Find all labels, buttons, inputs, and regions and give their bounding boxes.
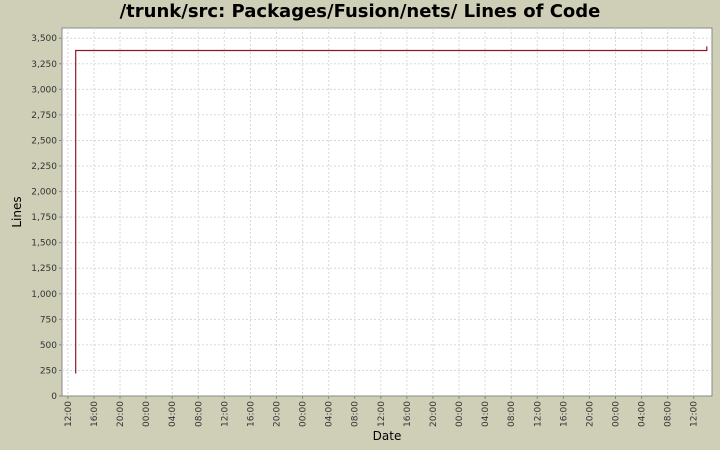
x-tick-label: 08:00 (194, 401, 204, 427)
y-tick-label: 1,750 (31, 213, 57, 223)
y-tick-label: 3,500 (31, 34, 57, 44)
x-tick-label: 16:00 (559, 401, 569, 427)
y-tick-label: 0 (51, 392, 57, 402)
x-tick-label: 12:00 (533, 401, 543, 427)
x-tick-label: 16:00 (403, 401, 413, 427)
chart-title: /trunk/src: Packages/Fusion/nets/ Lines … (119, 1, 601, 22)
x-tick-label: 12:00 (64, 401, 74, 427)
y-axis-label: Lines (10, 196, 24, 227)
x-tick-label: 08:00 (507, 401, 517, 427)
x-tick-label: 04:00 (325, 401, 335, 427)
x-tick-label: 16:00 (90, 401, 100, 427)
x-tick-label: 00:00 (142, 401, 152, 427)
x-tick-label: 00:00 (612, 401, 622, 427)
x-tick-label: 08:00 (664, 401, 674, 427)
x-tick-label: 00:00 (299, 401, 309, 427)
x-axis-label: Date (373, 429, 402, 443)
x-tick-label: 04:00 (638, 401, 648, 427)
y-tick-label: 1,500 (31, 239, 57, 249)
y-tick-label: 2,750 (31, 111, 57, 121)
grid-layer (62, 28, 712, 396)
plot-area (61, 27, 713, 397)
y-tick-label: 750 (40, 315, 57, 325)
y-tick-label: 250 (40, 366, 57, 376)
x-tick-label: 20:00 (585, 401, 595, 427)
y-tick-label: 2,500 (31, 136, 57, 146)
series-layer (75, 46, 708, 374)
y-tick-label: 3,000 (31, 85, 57, 95)
series-line (75, 46, 708, 374)
x-tick-label: 12:00 (377, 401, 387, 427)
x-tick-label: 20:00 (116, 401, 126, 427)
x-tick-label: 04:00 (481, 401, 491, 427)
y-tick-label: 2,250 (31, 162, 57, 172)
x-tick-label: 04:00 (168, 401, 178, 427)
x-tick-label: 08:00 (351, 401, 361, 427)
x-tick-label: 20:00 (272, 401, 282, 427)
y-tick-label: 500 (40, 341, 57, 351)
axis-layer: 0 250 500 750 1,000 1,250 1,500 1,750 2,000 2,250… (31, 34, 700, 427)
x-tick-label: 00:00 (455, 401, 465, 427)
x-tick-label: 12:00 (220, 401, 230, 427)
y-tick-label: 3,250 (31, 60, 57, 70)
x-tick-label: 12:00 (690, 401, 700, 427)
y-tick-label: 1,000 (31, 290, 57, 300)
y-tick-label: 1,250 (31, 264, 57, 274)
y-tick-label: 2,000 (31, 188, 57, 198)
x-tick-label: 16:00 (246, 401, 256, 427)
x-tick-label: 20:00 (429, 401, 439, 427)
